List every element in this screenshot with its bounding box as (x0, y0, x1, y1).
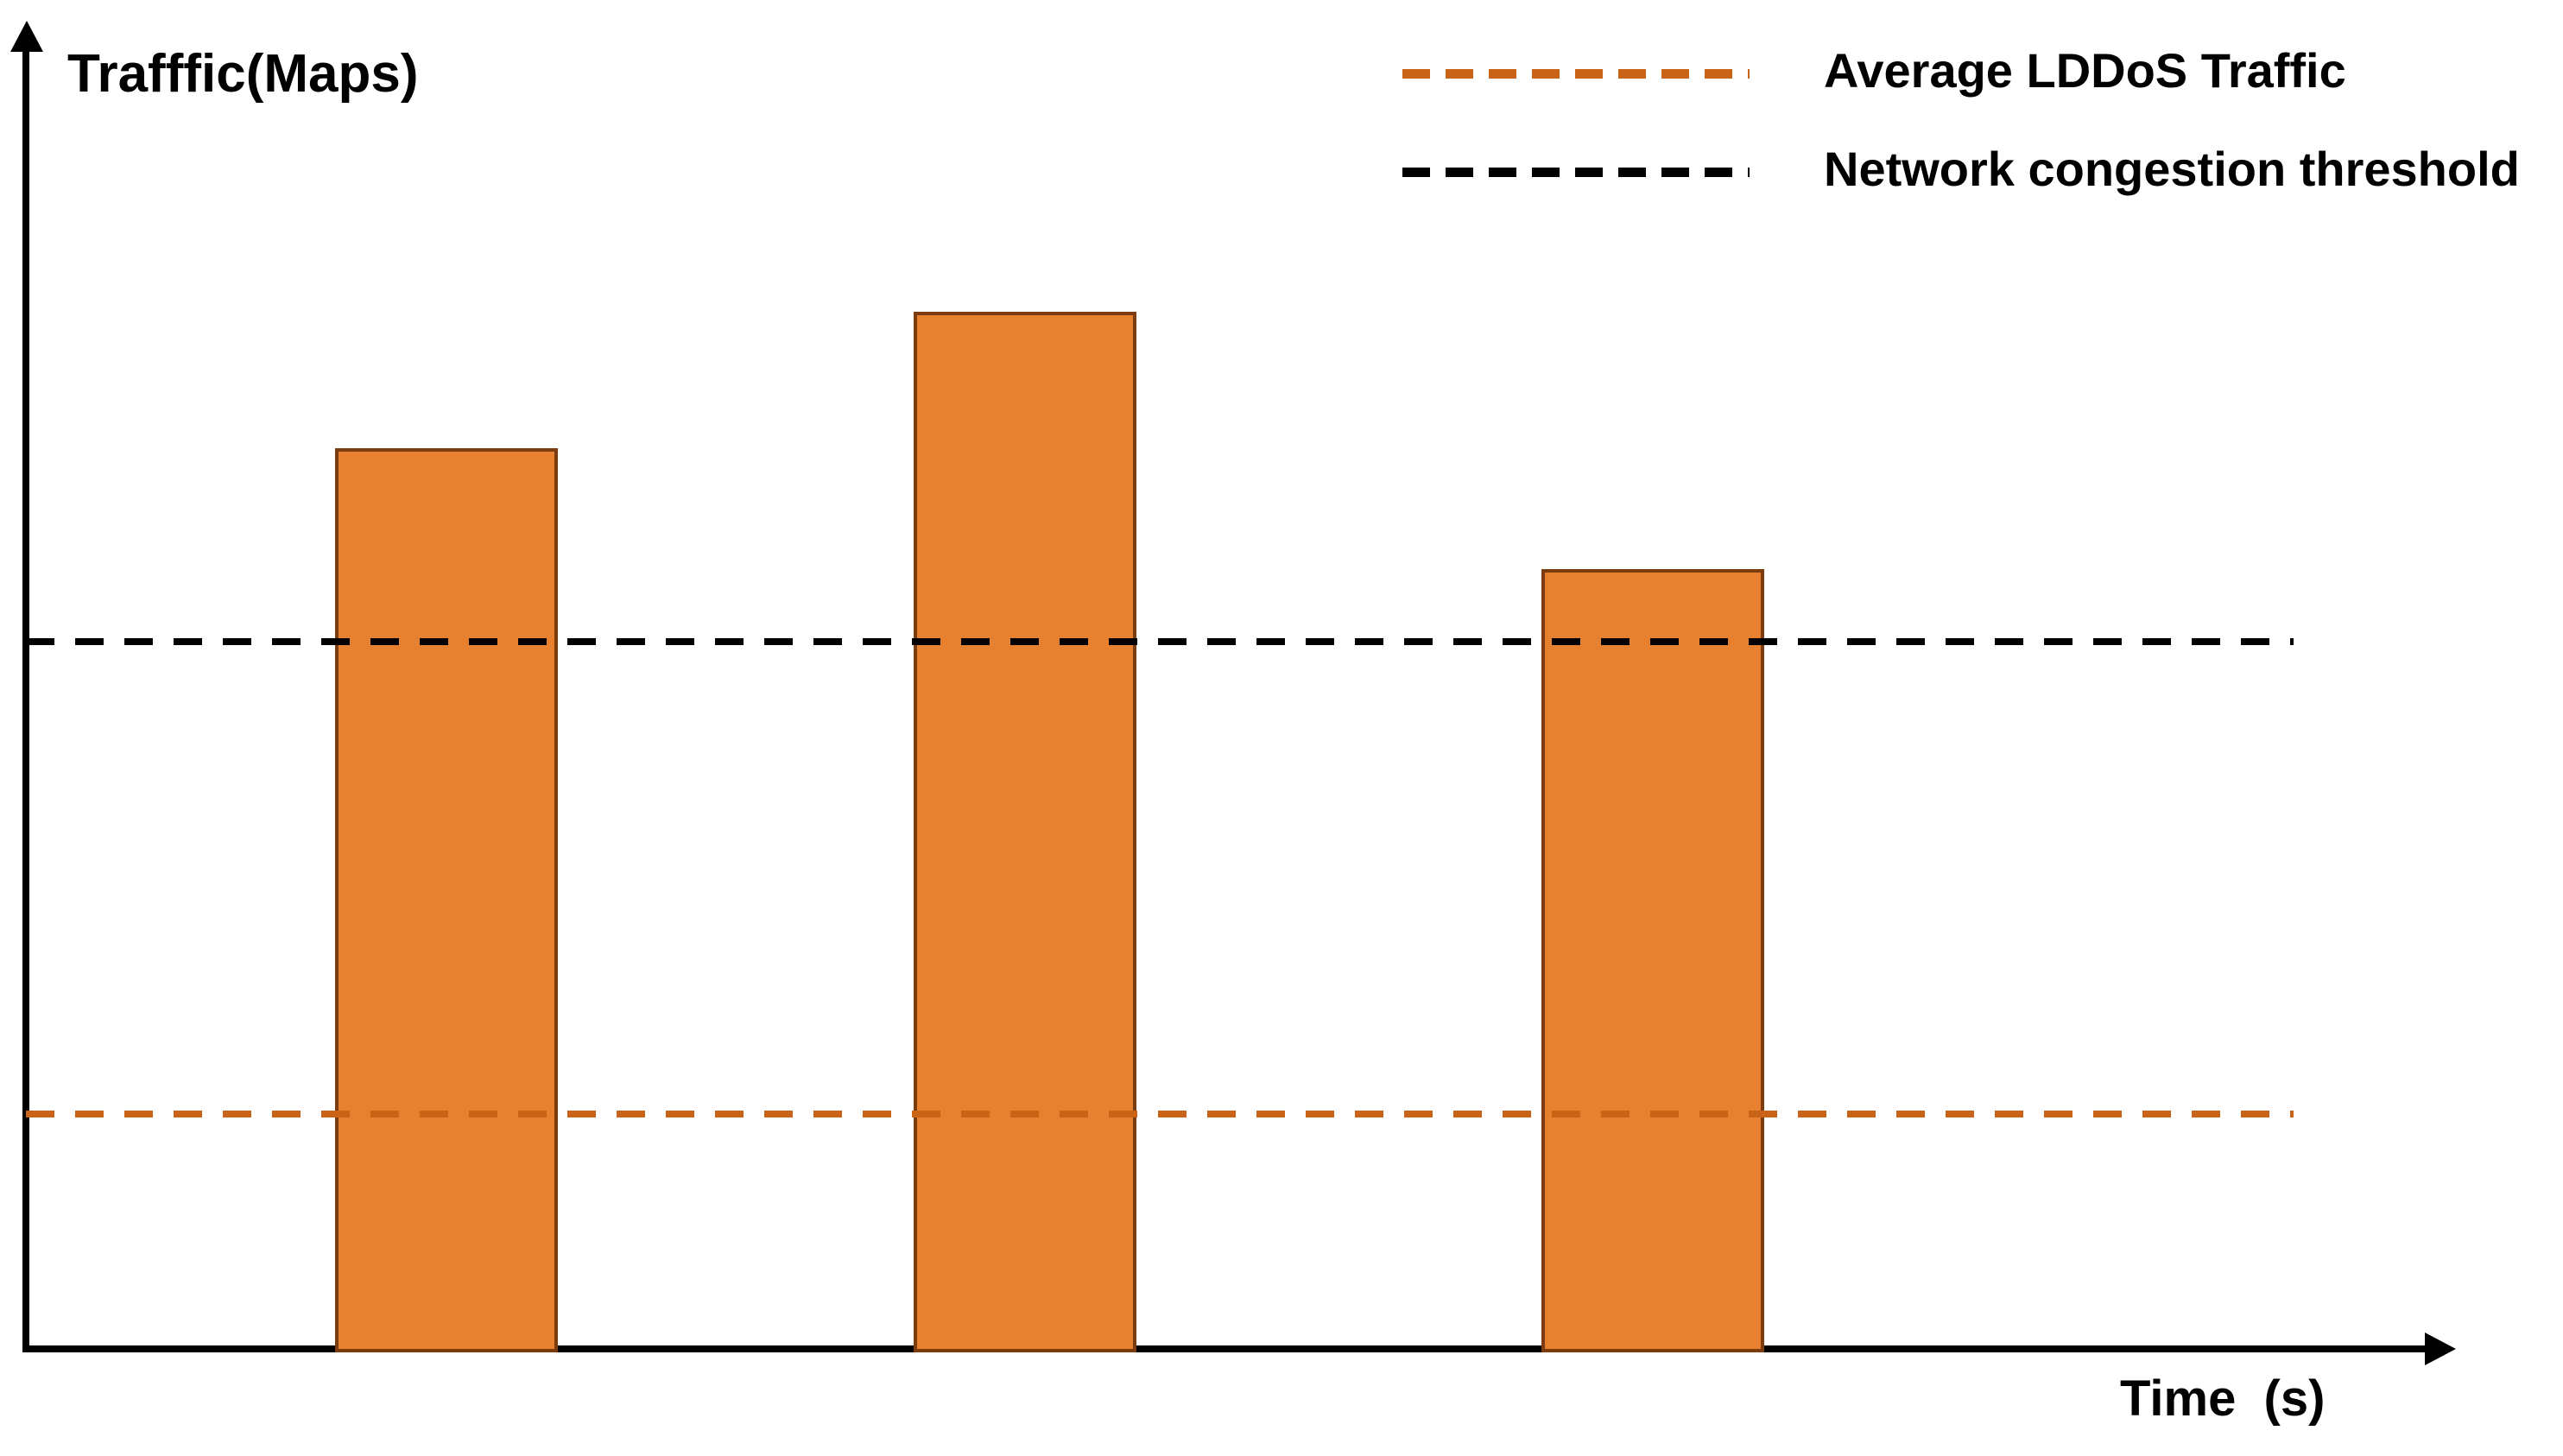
legend-swatch-congestion-threshold-dashed-line-icon (1402, 168, 1750, 177)
bar-pulse-1 (334, 447, 558, 1352)
legend-label-congestion-threshold: Network congestion threshold (1824, 142, 2520, 196)
y-axis-arrow-up-icon (10, 21, 43, 52)
legend-swatch-average-lddos-dashed-line-icon (1402, 69, 1750, 79)
bar-pulse-2 (913, 311, 1136, 1352)
reference-line-average-lddos-traffic (26, 1110, 2294, 1117)
y-axis-title: Trafffic(Maps) (67, 44, 419, 104)
x-axis-title: Time (s) (2120, 1371, 2326, 1427)
x-axis-line (22, 1345, 2432, 1352)
reference-line-network-congestion-threshold (26, 638, 2294, 646)
legend-label-average-lddos: Average LDDoS Traffic (1824, 43, 2346, 98)
y-axis-line (22, 35, 29, 1352)
x-axis-arrow-right-icon (2425, 1333, 2456, 1365)
bar-pulse-3 (1541, 569, 1764, 1352)
